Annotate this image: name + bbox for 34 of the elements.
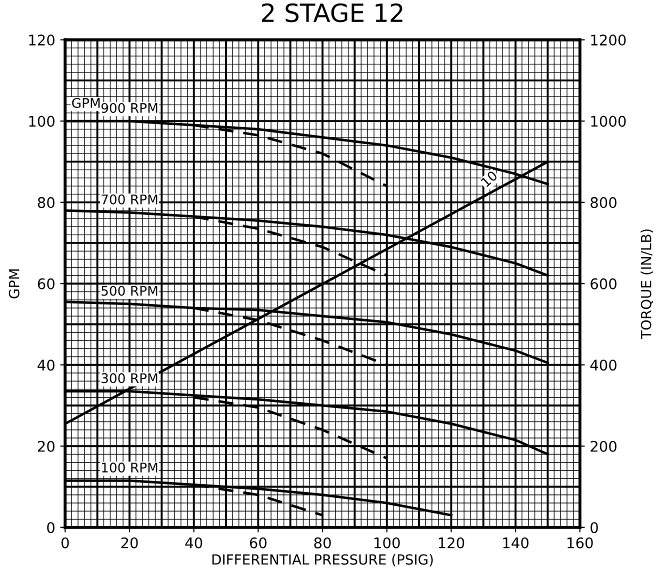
y-tick-label: 40 [38,360,54,371]
y-tick-label: 0 [47,522,54,534]
y-tick-label: 100 [29,116,54,127]
series-label: 100 RPM [102,462,158,473]
y2-tick-label: 800 [590,197,616,208]
y2-tick-label: 0 [590,522,598,534]
y2-tick-label: 1000 [591,116,626,127]
y2-tick-label: 1200 [591,34,626,46]
y-axis-title: GPM [8,269,20,298]
x-tick-label: 20 [121,537,138,548]
x-tick-label: 80 [314,537,331,548]
annotation: 10 [480,170,498,188]
x-axis-title: DIFFERENTIAL PRESSURE (PSIG) [212,554,433,566]
x-tick-label: 0 [61,537,69,548]
y2-tick-label: 200 [590,440,616,452]
y-tick-label: 20 [38,440,54,452]
x-tick-label: 100 [374,537,400,548]
series-label: 900 RPM [101,102,158,113]
x-tick-label: 40 [185,537,202,548]
y-tick-label: 80 [38,197,54,208]
series-label: 500 RPM [102,286,158,296]
chart-title: 2 STAGE 12 [262,3,402,22]
series-label: 700 RPM [102,194,158,204]
x-tick-label: 140 [503,537,528,548]
x-tick-label: 120 [438,537,464,548]
y-tick-label: 120 [29,34,54,46]
x-tick-label: 160 [568,537,593,548]
y-tick-label: 60 [38,278,54,290]
series-label: 300 RPM [102,373,158,384]
y2-axis-title: TORQUE (IN/LB) [640,229,653,339]
y2-tick-label: 400 [590,360,616,371]
x-tick-label: 60 [250,537,266,548]
y2-tick-label: 600 [590,278,616,290]
annotation: GPM [72,98,100,108]
